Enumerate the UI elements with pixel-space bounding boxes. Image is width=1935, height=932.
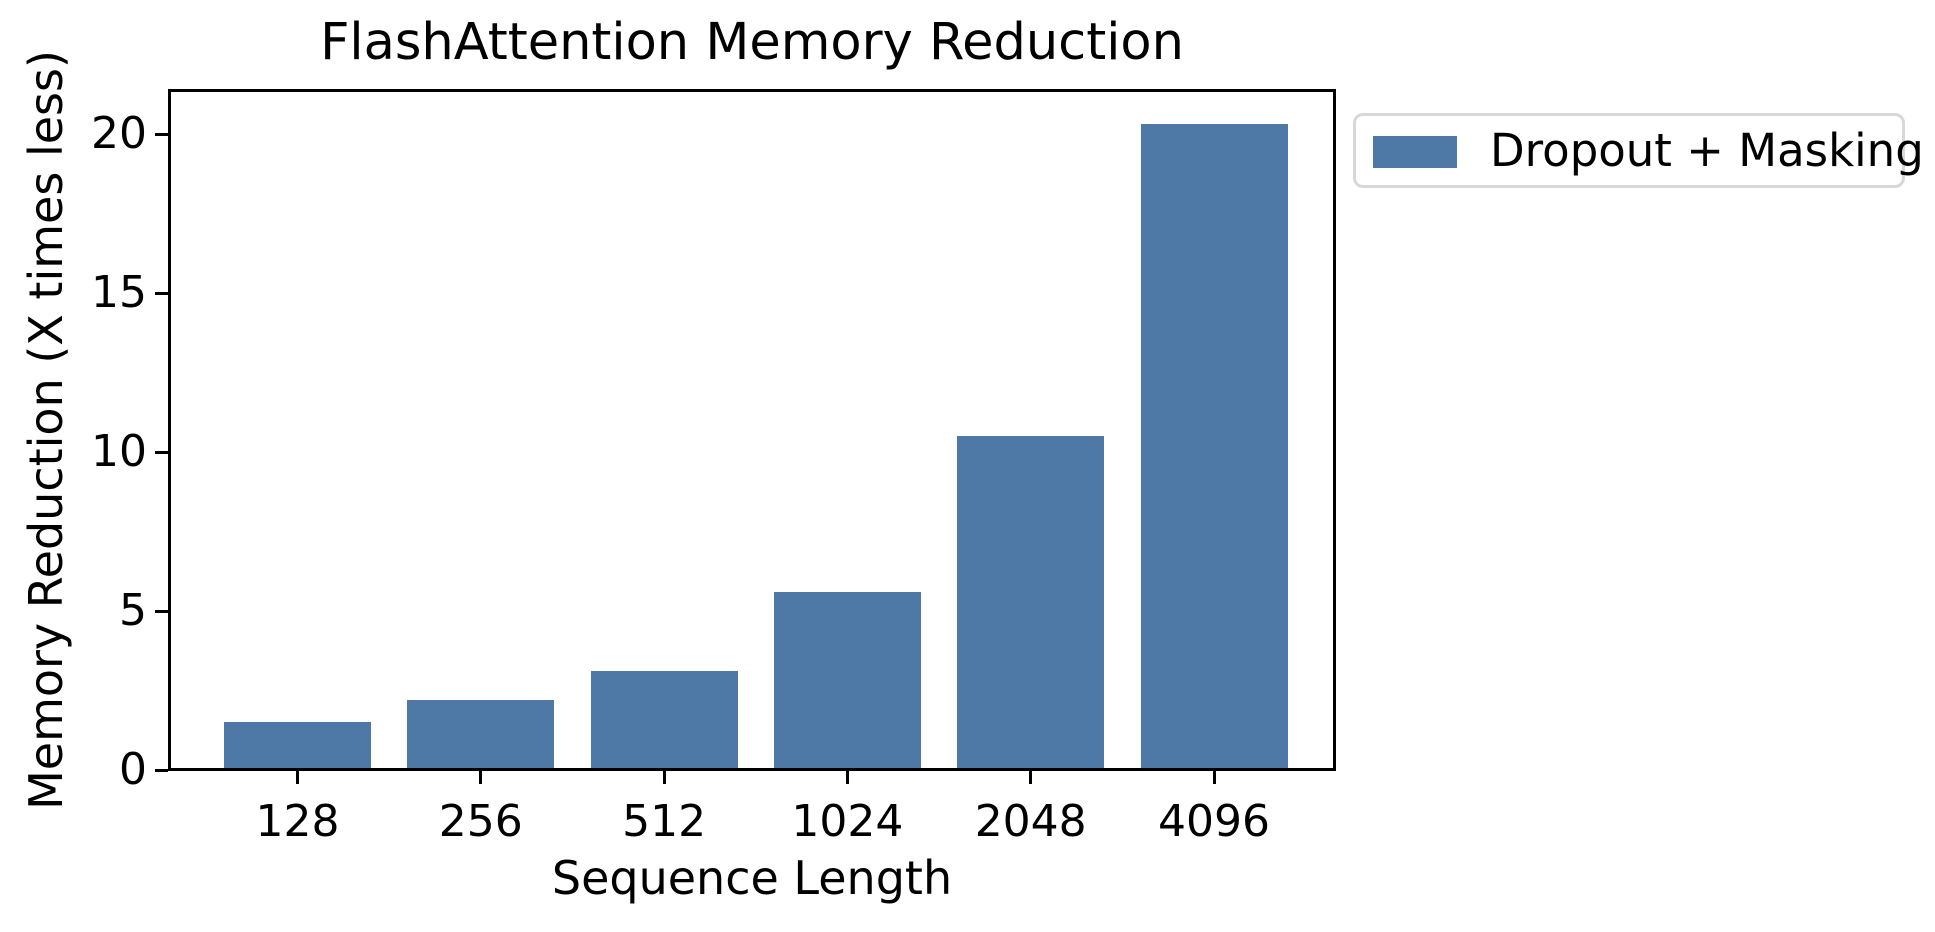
y-tick-label-15: 15 — [91, 267, 147, 318]
x-tick-512 — [662, 771, 666, 784]
bar-128 — [224, 722, 371, 770]
bar-1024 — [773, 591, 921, 770]
y-tick-20 — [155, 132, 168, 136]
x-tick-128 — [296, 771, 299, 784]
x-tick-label-256: 256 — [438, 796, 523, 847]
y-tick-label-10: 10 — [91, 426, 147, 477]
x-tick-256 — [479, 771, 483, 784]
legend-swatch — [1373, 136, 1457, 168]
y-tick-label-20: 20 — [91, 108, 147, 159]
y-tick-label-0: 0 — [119, 744, 147, 795]
x-axis-label: Sequence Length — [551, 851, 953, 905]
bar-512 — [590, 671, 738, 770]
bar-256 — [407, 700, 555, 770]
legend-label: Dropout + Masking — [1490, 124, 1924, 177]
x-tick-label-512: 512 — [622, 796, 707, 847]
y-tick-5 — [155, 609, 168, 613]
y-tick-10 — [155, 450, 168, 454]
x-tick-label-128: 128 — [255, 796, 340, 847]
bar-2048 — [957, 436, 1105, 770]
legend: Dropout + Masking — [1353, 113, 1924, 188]
x-tick-label-1024: 1024 — [791, 796, 904, 847]
y-tick-label-5: 5 — [119, 585, 147, 636]
y-tick-15 — [155, 291, 168, 295]
x-tick-label-2048: 2048 — [974, 796, 1087, 847]
chart-title: FlashAttention Memory Reduction — [320, 13, 1184, 72]
x-tick-1024 — [845, 771, 849, 784]
x-tick-4096 — [1212, 771, 1216, 784]
y-tick-0 — [155, 768, 168, 772]
x-tick-2048 — [1029, 771, 1033, 784]
x-tick-label-4096: 4096 — [1158, 796, 1270, 847]
bar-4096 — [1140, 124, 1288, 770]
